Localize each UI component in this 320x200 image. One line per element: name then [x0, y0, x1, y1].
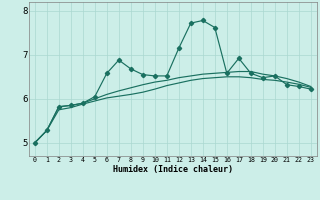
X-axis label: Humidex (Indice chaleur): Humidex (Indice chaleur) — [113, 165, 233, 174]
